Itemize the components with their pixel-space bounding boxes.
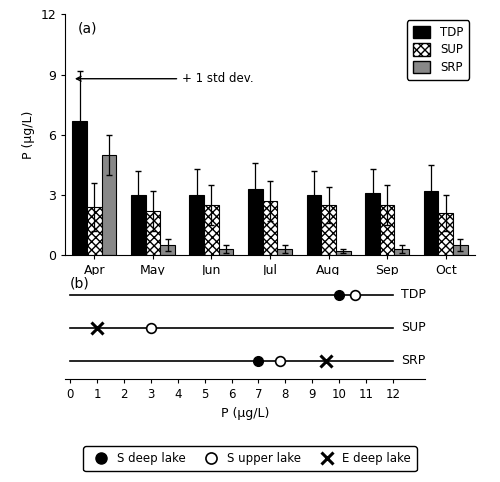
Bar [424,191,438,255]
Bar [160,245,175,255]
Bar [336,252,350,255]
X-axis label: P (μg/L): P (μg/L) [221,407,269,420]
Text: TDP: TDP [401,288,425,301]
Bar [394,250,409,255]
Bar [102,155,116,255]
Bar [438,213,453,255]
Text: + 1 std dev.: + 1 std dev. [76,72,254,85]
Y-axis label: P (μg/L): P (μg/L) [22,111,35,159]
Bar [204,205,218,255]
Bar [306,195,321,255]
Bar [278,250,292,255]
Bar [72,121,87,255]
Text: SUP: SUP [401,321,425,334]
Bar [262,201,278,255]
Bar [87,207,102,255]
Bar [190,195,204,255]
Text: (a): (a) [78,22,97,36]
Bar [248,189,262,255]
Bar [146,211,160,255]
Bar [321,205,336,255]
Bar [380,205,394,255]
Bar [131,195,146,255]
Legend: S deep lake, S upper lake, E deep lake: S deep lake, S upper lake, E deep lake [84,446,416,471]
Bar [219,250,234,255]
Bar [453,245,468,255]
Legend: TDP, SUP, SRP: TDP, SUP, SRP [407,20,469,80]
Text: SRP: SRP [401,354,425,367]
Text: (b): (b) [70,276,89,290]
Bar [365,193,380,255]
